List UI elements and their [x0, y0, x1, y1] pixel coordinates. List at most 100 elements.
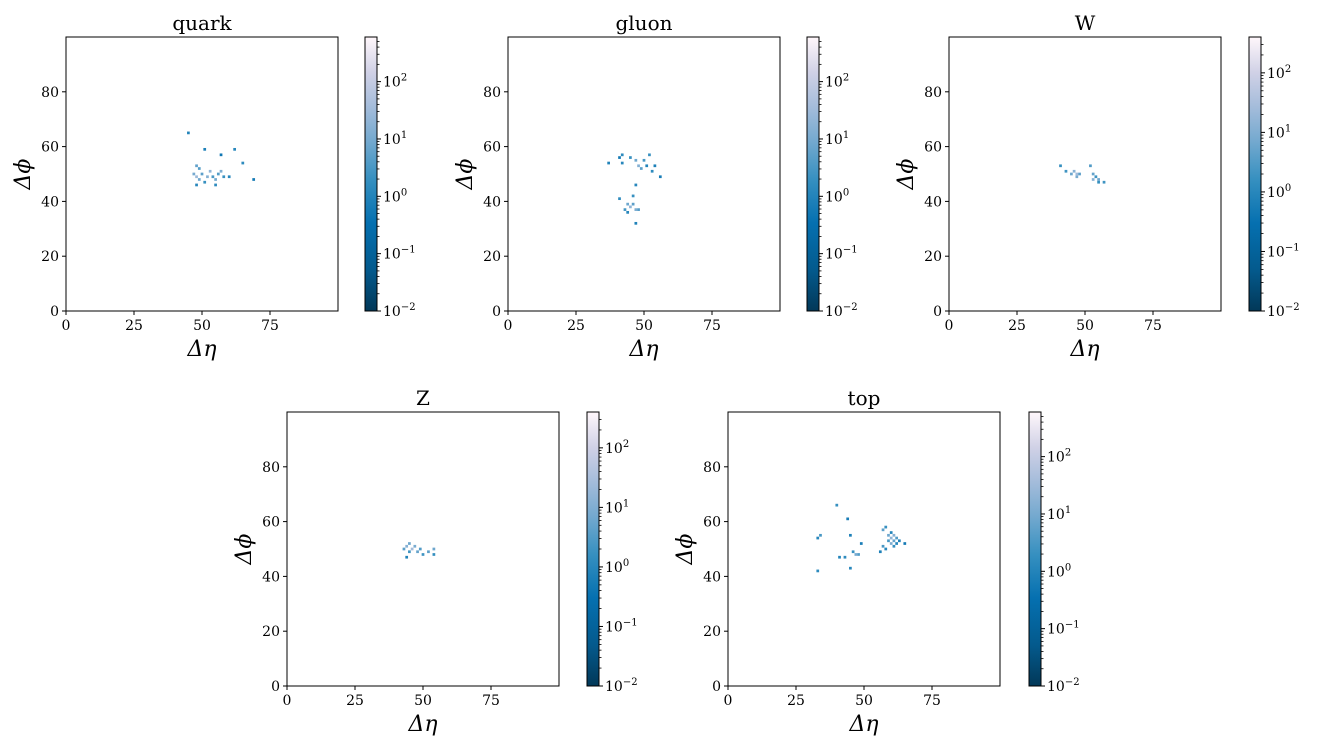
heatmap-cell [214, 183, 217, 187]
heatmap-cell [816, 536, 820, 540]
colorbar-tick-base: 10 [605, 500, 623, 516]
colorbar-tick-base: 10 [825, 132, 843, 148]
colorbar-tick-exponent: 2 [401, 73, 407, 84]
heatmap-cell [1059, 164, 1062, 168]
x-tick-label: 25 [125, 318, 143, 334]
colorbar-tick-base: 10 [605, 679, 623, 695]
colorbar [586, 411, 600, 687]
heatmap-cell [637, 208, 640, 211]
heatmap-cell [222, 175, 226, 179]
colorbar-tick-label: 100 [383, 187, 407, 205]
colorbar-tick-label: 101 [605, 498, 629, 516]
heatmap-cell [214, 178, 217, 181]
heatmap-cell [620, 161, 624, 165]
heatmap-cell [1091, 178, 1095, 181]
x-tick-label: 50 [635, 318, 653, 334]
y-tick-label: 20 [483, 249, 501, 265]
colorbar-tick-exponent: 1 [623, 498, 629, 509]
x-axis-label: Δη [628, 337, 658, 362]
y-tick-label: 0 [712, 679, 721, 695]
colorbar-tick-label: 10−2 [825, 302, 858, 320]
y-tick-label: 80 [924, 85, 942, 101]
colorbar-tick-base: 10 [605, 560, 623, 576]
heatmap-cell [432, 553, 436, 556]
heatmap-cell [421, 553, 425, 556]
heatmap-cell [607, 161, 610, 165]
heatmap-cell [835, 503, 839, 507]
y-axis-label: Δϕ [894, 159, 919, 191]
heatmap-cell [219, 169, 223, 173]
colorbar [1248, 36, 1262, 312]
y-tick-label: 0 [492, 304, 501, 320]
heatmap-cell [881, 528, 885, 532]
heatmap-cell [881, 544, 885, 548]
y-tick-label: 40 [262, 569, 280, 585]
heatmap-cell [843, 555, 847, 559]
colorbar-tick-base: 10 [825, 189, 843, 205]
heatmap-cell [408, 550, 411, 554]
heatmap-cell [859, 542, 863, 545]
heatmap-cell [206, 175, 209, 179]
colorbar-tick-base: 10 [1267, 185, 1285, 201]
heatmap-cell [884, 525, 888, 529]
heatmap-cell [408, 542, 411, 545]
colorbar-tick-label: 10−1 [825, 245, 858, 263]
colorbar-tick-label: 102 [1047, 448, 1071, 466]
y-tick-label: 80 [41, 85, 59, 101]
heatmap-cell [200, 172, 204, 176]
heatmap-cell [629, 156, 632, 159]
y-tick-label: 20 [703, 624, 721, 640]
chart-title: top [848, 386, 881, 410]
heatmap-cell [878, 550, 882, 554]
x-tick-label: 50 [855, 693, 873, 709]
heatmap-cell [838, 555, 841, 559]
heatmap-cell [631, 194, 635, 198]
colorbar-tick-exponent: 0 [843, 187, 849, 198]
y-tick-label: 0 [271, 679, 280, 695]
heatmap-cell [851, 550, 855, 554]
colorbar-tick-label: 101 [1267, 123, 1291, 141]
colorbar-tick-exponent: 2 [1285, 64, 1291, 75]
heatmap-cell [892, 533, 896, 537]
heatmap-cell [1097, 180, 1100, 184]
colorbar-tick-label: 102 [825, 73, 849, 91]
colorbar-tick-label: 100 [605, 558, 629, 576]
colorbar-tick-exponent: −1 [1065, 620, 1080, 631]
colorbar-tick-label: 100 [1267, 183, 1291, 201]
y-tick-label: 60 [262, 515, 280, 531]
y-tick-label: 80 [703, 460, 721, 476]
heatmap-cell [233, 147, 236, 151]
x-tick-label: 25 [567, 318, 585, 334]
colorbar-tick-base: 10 [383, 132, 401, 148]
y-tick-label: 40 [41, 194, 59, 210]
heatmap-cell [620, 153, 624, 157]
y-tick-label: 0 [50, 304, 59, 320]
heatmap-cell [653, 164, 657, 168]
heatmap-cell [816, 569, 820, 573]
heatmap-cell [629, 205, 632, 209]
colorbar-tick-exponent: 2 [843, 73, 849, 84]
heatmap-cell [192, 172, 196, 176]
heatmap-cell [1094, 175, 1098, 179]
colorbar-tick-label: 10−2 [605, 677, 638, 695]
y-axis-label: Δϕ [11, 159, 36, 191]
heatmap-cell [898, 539, 901, 543]
y-tick-label: 0 [933, 304, 942, 320]
heatmap-cell [650, 169, 654, 173]
colorbar-tick-label: 101 [383, 130, 407, 148]
x-tick-label: 0 [724, 693, 733, 709]
heatmap-cell [648, 153, 651, 157]
heatmap-cell [645, 164, 649, 168]
heatmap-cell [195, 164, 198, 168]
heatmap-cell [241, 161, 245, 165]
colorbar-tick-base: 10 [1267, 304, 1285, 320]
colorbar-tick-base: 10 [605, 441, 623, 457]
heatmap-cell [634, 208, 638, 211]
x-tick-label: 75 [261, 318, 279, 334]
colorbar-tick-base: 10 [825, 247, 843, 263]
heatmap-cell [637, 164, 640, 168]
colorbar-tick-base: 10 [383, 304, 401, 320]
x-tick-label: 0 [283, 693, 292, 709]
heatmap-cell [626, 211, 630, 214]
heatmap-cell [413, 544, 417, 548]
